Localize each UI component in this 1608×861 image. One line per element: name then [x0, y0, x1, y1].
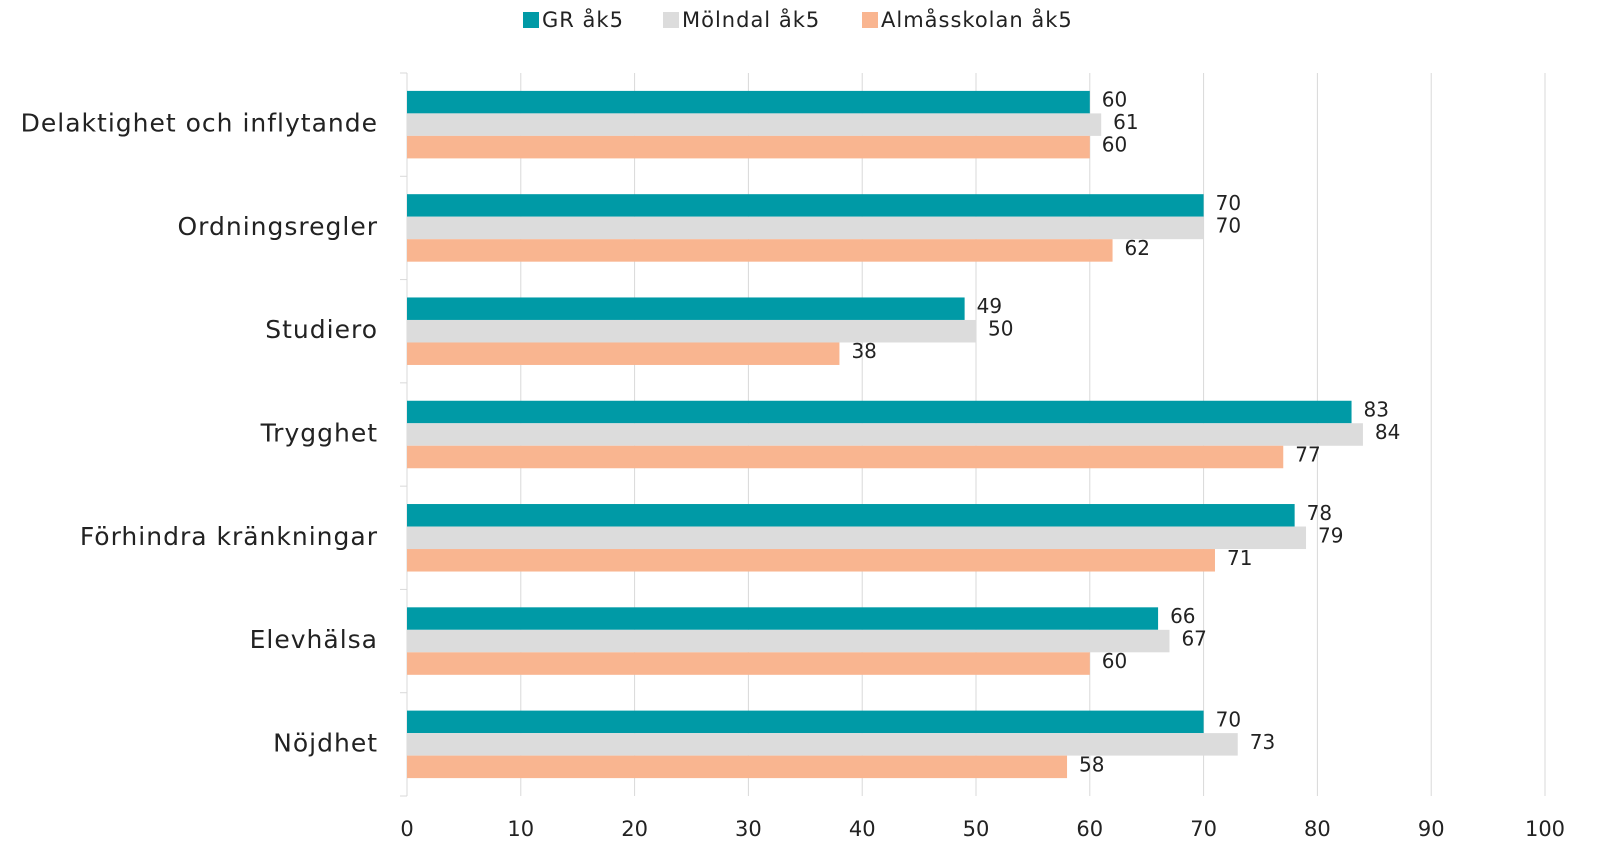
legend-swatch: [663, 12, 679, 28]
bar: [407, 423, 1363, 446]
bar: [407, 342, 840, 365]
bar: [407, 90, 1090, 114]
bar: [407, 400, 1352, 424]
data-label: 70: [1216, 213, 1241, 237]
data-label: 58: [1079, 752, 1104, 776]
data-label: 67: [1181, 627, 1206, 651]
y-tick-label: Delaktighet och inflytande: [21, 109, 378, 138]
y-tick-label: Nöjdhet: [273, 728, 378, 757]
legend-label: Almåsskolan åk5: [881, 7, 1073, 32]
y-tick-label: Studiero: [265, 315, 378, 344]
data-label: 50: [988, 317, 1013, 341]
data-label: 60: [1102, 649, 1127, 673]
bar: [407, 239, 1113, 262]
y-tick-label: Förhindra kränkningar: [80, 522, 378, 551]
bar: [407, 319, 976, 343]
data-label: 60: [1102, 133, 1127, 157]
bar: [407, 607, 1159, 630]
legend-swatch: [862, 12, 878, 28]
data-label: 70: [1216, 707, 1241, 731]
data-label: 61: [1113, 110, 1138, 134]
bar: [407, 526, 1307, 550]
x-tick-label: 40: [849, 817, 876, 841]
legend-label: GR åk5: [542, 7, 624, 32]
bar: [407, 297, 965, 320]
data-label: 83: [1364, 398, 1389, 422]
bar: [407, 216, 1204, 240]
data-label: 70: [1216, 191, 1241, 215]
bar: [407, 755, 1068, 779]
bar: [407, 710, 1204, 734]
data-label: 84: [1375, 420, 1400, 444]
bar: [407, 194, 1204, 217]
x-tick-label: 0: [400, 817, 413, 841]
data-label: 49: [977, 294, 1002, 318]
bar: [407, 504, 1295, 527]
data-label: 77: [1295, 443, 1320, 467]
bar: [407, 652, 1090, 675]
x-tick-label: 10: [507, 817, 534, 841]
data-label: 73: [1250, 730, 1275, 754]
y-tick-label: Ordningsregler: [178, 212, 379, 241]
data-label: 71: [1227, 546, 1252, 570]
y-tick-label: Elevhälsa: [250, 625, 378, 654]
legend-swatch: [523, 12, 539, 28]
x-tick-label: 90: [1418, 817, 1445, 841]
x-tick-label: 20: [621, 817, 648, 841]
x-tick-label: 70: [1190, 817, 1217, 841]
data-label: 38: [851, 339, 876, 363]
x-tick-label: 30: [735, 817, 762, 841]
x-tick-label: 100: [1525, 817, 1565, 841]
x-tick-label: 60: [1076, 817, 1103, 841]
bar: [407, 445, 1284, 469]
bar: [407, 135, 1090, 159]
bar: [407, 113, 1102, 136]
data-label: 66: [1170, 604, 1195, 628]
legend-label: Mölndal åk5: [682, 7, 820, 32]
y-tick-label: Trygghet: [260, 419, 378, 448]
data-label: 62: [1125, 236, 1150, 260]
x-tick-label: 80: [1304, 817, 1331, 841]
data-label: 78: [1307, 501, 1332, 525]
bar: [407, 733, 1238, 756]
data-label: 79: [1318, 523, 1343, 547]
bar: [407, 549, 1215, 572]
data-label: 60: [1102, 88, 1127, 112]
bar: [407, 629, 1170, 653]
x-tick-label: 50: [963, 817, 990, 841]
